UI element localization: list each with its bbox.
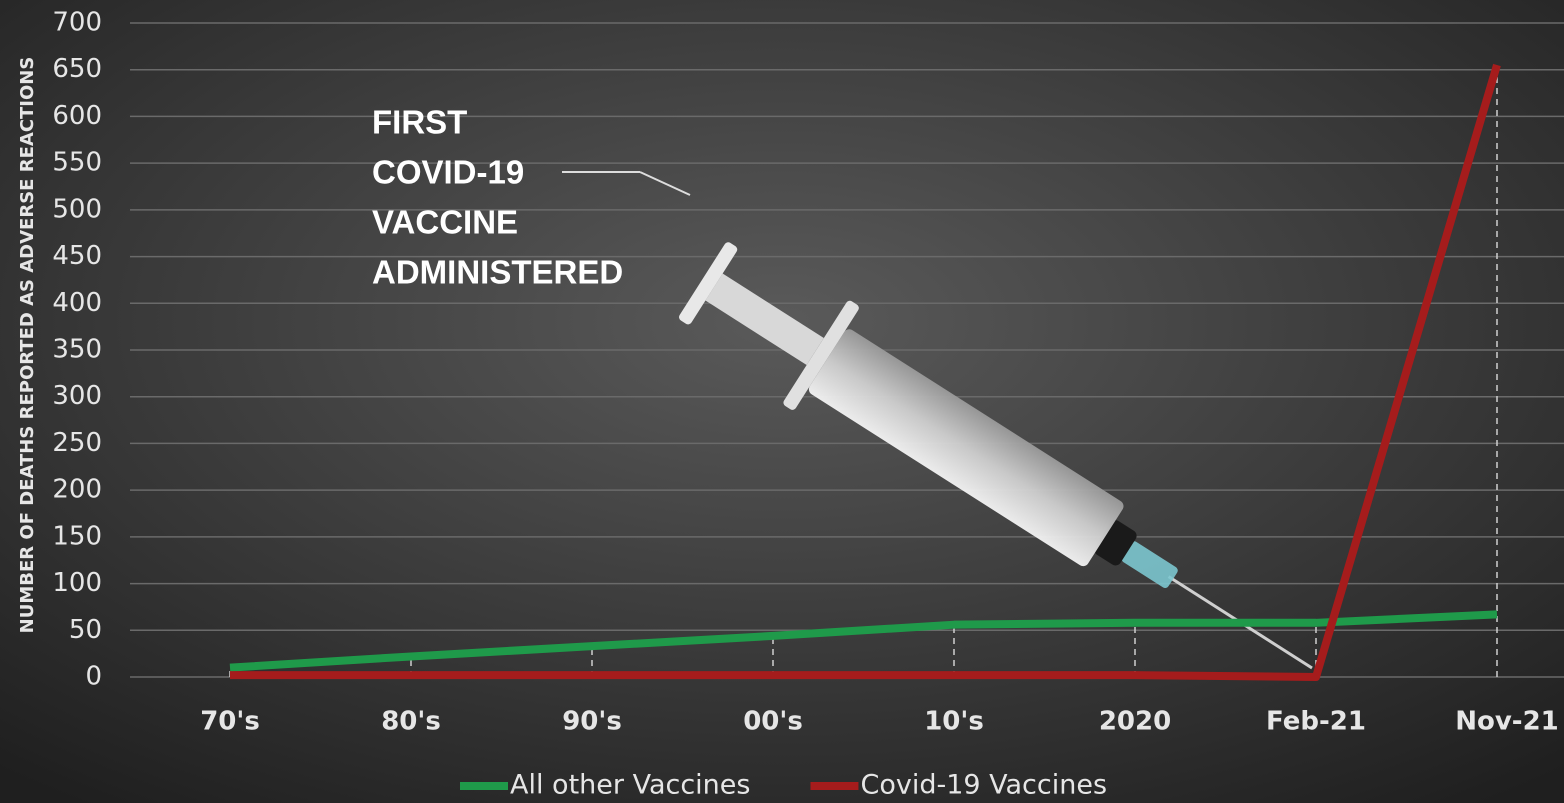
legend-label: Covid-19 Vaccines <box>860 770 1107 801</box>
y-tick-label: 650 <box>52 54 102 84</box>
syringe <box>679 242 1313 670</box>
y-tick-label: 250 <box>52 428 102 458</box>
x-tick-label: 2020 <box>1099 707 1171 737</box>
annotation-line: FIRST <box>372 104 467 141</box>
y-tick-label: 100 <box>52 568 102 598</box>
y-tick-label: 200 <box>52 475 102 505</box>
series-line <box>230 63 1501 681</box>
y-tick-label: 150 <box>52 521 102 551</box>
series-line <box>229 610 1498 672</box>
grid: 0 50 100 150 200 250 300 350 400 450 500 550 600 650 7… <box>52 8 1564 737</box>
y-tick-label: 300 <box>52 381 102 411</box>
y-tick-label: 500 <box>52 194 102 224</box>
y-tick-label: 700 <box>52 8 102 38</box>
annotation-line: COVID-19 <box>372 154 524 191</box>
y-tick-label: 600 <box>52 101 102 131</box>
y-tick-label: 400 <box>52 288 102 318</box>
legend-label: All other Vaccines <box>510 770 750 801</box>
y-axis-label: NUMBER OF DEATHS REPORTED AS ADVERSE REA… <box>17 57 38 634</box>
y-tick-label: 450 <box>52 241 102 271</box>
annotation: FIRST COVID-19 VACCINE ADMINISTERED <box>372 104 623 291</box>
annotation-line: VACCINE <box>372 204 518 241</box>
x-tick-label: 70's <box>200 707 260 737</box>
y-tick-label: 50 <box>69 615 102 645</box>
y-tick-label: 550 <box>52 148 102 178</box>
x-tick-label: 80's <box>381 707 441 737</box>
legend: All other Vaccines Covid-19 Vaccines <box>460 770 1107 801</box>
x-tick-label: 00's <box>743 707 803 737</box>
y-tick-label: 0 <box>85 662 102 692</box>
x-tick-label: 10's <box>924 707 984 737</box>
y-tick-label: 350 <box>52 335 102 365</box>
x-tick-label: Nov-21 <box>1455 707 1559 737</box>
x-tick-label: 90's <box>562 707 622 737</box>
plot <box>229 63 1501 681</box>
x-tick-label: Feb-21 <box>1266 707 1366 737</box>
annotation-line: ADMINISTERED <box>372 254 623 291</box>
leader-line <box>639 171 691 196</box>
